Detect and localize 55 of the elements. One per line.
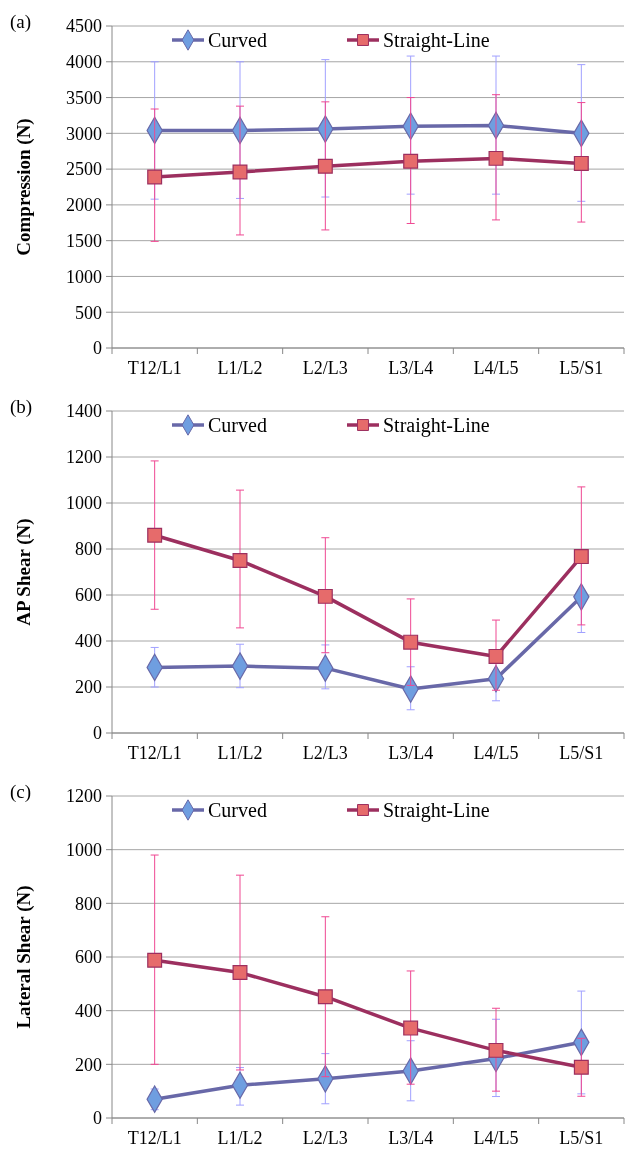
legend-label: Straight-Line (383, 29, 490, 52)
y-tick-label: 600 (75, 947, 102, 968)
y-axis-title: Compression (N) (13, 118, 35, 256)
y-tick-label: 600 (75, 585, 102, 606)
y-tick-label: 1200 (66, 447, 102, 468)
y-axis-title: AP Shear (N) (13, 518, 35, 626)
text: (c) (10, 781, 32, 803)
legend-label: Curved (208, 29, 267, 51)
y-tick-label: 200 (75, 677, 102, 698)
x-tick-label: L3/L4 (388, 358, 434, 378)
y-tick-label: 1000 (66, 839, 102, 860)
x-tick-label: T12/L1 (127, 1128, 182, 1148)
y-tick-label: 1200 (66, 786, 102, 807)
y-tick-label: 1000 (66, 266, 102, 287)
x-tick-label: L4/L5 (473, 1128, 519, 1148)
x-tick-label: L4/L5 (473, 743, 519, 763)
x-tick-label: L5/S1 (559, 743, 604, 763)
y-tick-label: 2000 (66, 195, 102, 216)
y-tick-label: 0 (93, 338, 102, 359)
y-tick-label: 3500 (66, 87, 102, 108)
x-tick-label: T12/L1 (127, 358, 182, 378)
y-tick-label: 1400 (66, 401, 102, 422)
y-tick-label: 800 (75, 893, 102, 914)
y-axis-title: Lateral Shear (N) (13, 885, 35, 1029)
x-tick-label: L5/S1 (559, 1128, 604, 1148)
x-tick-label: L1/L2 (217, 1128, 263, 1148)
x-tick-label: L5/S1 (559, 358, 604, 378)
y-tick-label: 400 (75, 631, 102, 652)
x-tick-label: L2/L3 (302, 1128, 348, 1148)
y-tick-label: 0 (93, 723, 102, 744)
y-tick-label: 1500 (66, 230, 102, 251)
x-tick-label: L1/L2 (217, 743, 263, 763)
y-tick-label: 400 (75, 1000, 102, 1021)
y-tick-label: 0 (93, 1108, 102, 1129)
y-tick-label: 200 (75, 1054, 102, 1075)
legend-label: Straight-Line (383, 414, 490, 437)
x-tick-label: L2/L3 (302, 358, 348, 378)
x-tick-label: L3/L4 (388, 1128, 434, 1148)
x-tick-label: L4/L5 (473, 358, 519, 378)
y-tick-label: 3000 (66, 123, 102, 144)
text: (b) (10, 396, 33, 418)
legend-label: Straight-Line (383, 799, 490, 822)
y-tick-label: 2500 (66, 159, 102, 180)
legend-label: Curved (208, 414, 267, 436)
y-tick-label: 800 (75, 539, 102, 560)
y-tick-label: 500 (75, 302, 102, 323)
x-tick-label: T12/L1 (127, 743, 182, 763)
x-tick-label: L2/L3 (302, 743, 348, 763)
y-tick-label: 4500 (66, 16, 102, 37)
y-tick-label: 4000 (66, 52, 102, 73)
text: (a) (10, 11, 32, 33)
x-tick-label: L3/L4 (388, 743, 434, 763)
y-tick-label: 1000 (66, 493, 102, 514)
legend-label: Curved (208, 799, 267, 821)
x-tick-label: L1/L2 (217, 358, 263, 378)
